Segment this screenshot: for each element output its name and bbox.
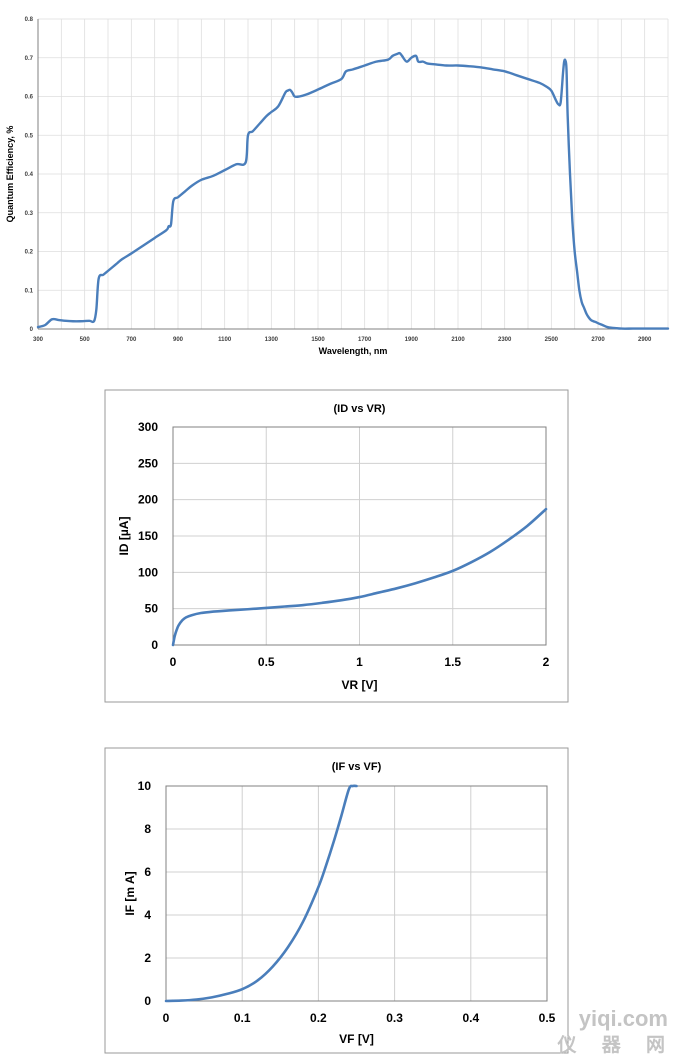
y-tick-label: 0.1 [25, 288, 34, 294]
x-tick-label: 2100 [451, 337, 465, 343]
y-tick-label: 2 [144, 951, 151, 965]
y-tick-label: 0 [144, 994, 151, 1008]
chart1-series-line [36, 51, 670, 330]
x-tick-label: 0.5 [539, 1011, 556, 1025]
x-tick-label: 2500 [545, 337, 559, 343]
y-tick-label: 0.3 [25, 211, 34, 217]
chart2-gridlines [172, 426, 547, 646]
y-tick-label: 0.7 [25, 56, 34, 62]
x-tick-label: 500 [80, 337, 91, 343]
y-tick-label: 300 [138, 420, 158, 434]
chart2-title: (ID vs VR) [334, 403, 386, 415]
x-tick-label: 1300 [265, 337, 279, 343]
chart3-frame [104, 747, 569, 1054]
x-tick-label: 0.4 [462, 1011, 479, 1025]
y-tick-label: 0.6 [25, 95, 34, 101]
chart3-tick-labels: 0 0.1 0.2 0.3 0.4 0.5 0 2 4 6 8 10 [138, 779, 556, 1025]
chart2-frame [104, 389, 569, 703]
x-tick-label: 1500 [311, 337, 325, 343]
chart2-tick-labels: 0 0.5 1 1.5 2 0 50 100 150 200 250 300 [138, 420, 550, 669]
y-tick-label: 0 [30, 327, 34, 333]
x-tick-label: 300 [33, 337, 44, 343]
chart2-y-axis-label: ID [µA] [117, 517, 131, 556]
x-tick-label: 2 [543, 655, 550, 669]
x-tick-label: 2700 [591, 337, 605, 343]
x-tick-label: 0.5 [258, 655, 275, 669]
watermark-site-text: 仪 器 网 [556, 1034, 675, 1056]
x-tick-label: 0 [170, 655, 177, 669]
x-tick-label: 900 [173, 337, 184, 343]
x-tick-label: 1 [356, 655, 363, 669]
chart1-gridlines [37, 18, 669, 330]
x-tick-label: 1900 [405, 337, 419, 343]
y-tick-label: 0.8 [25, 17, 34, 23]
x-tick-label: 0.3 [386, 1011, 403, 1025]
watermark-domain-text: yiqi.com [579, 1006, 668, 1031]
x-tick-label: 1700 [358, 337, 372, 343]
chart1-tick-labels: 300 500 700 900 1100 1300 1500 1700 1900 2100 2300… [25, 17, 652, 343]
x-tick-label: 0.2 [310, 1011, 327, 1025]
y-tick-label: 0 [151, 638, 158, 652]
chart3-title: (IF vs VF) [332, 761, 382, 773]
y-tick-label: 200 [138, 493, 158, 507]
y-tick-label: 0.4 [25, 172, 34, 178]
y-tick-label: 150 [138, 529, 158, 543]
chart1-y-axis-label: Quantum Efficiency, % [5, 126, 15, 223]
chart3-y-axis-label: IF [m A] [123, 871, 137, 915]
chart3-series-line [164, 784, 358, 1003]
x-tick-label: 1100 [218, 337, 232, 343]
x-tick-label: 700 [126, 337, 137, 343]
x-tick-label: 1.5 [444, 655, 461, 669]
y-tick-label: 8 [144, 822, 151, 836]
x-tick-label: 2300 [498, 337, 512, 343]
chart1-x-axis-label: Wavelength, nm [319, 346, 388, 356]
id-vs-vr-chart: 0 0.5 1 1.5 2 0 50 100 150 200 250 300 (ID vs VR) V… [117, 403, 550, 692]
x-tick-label: 0 [163, 1011, 170, 1025]
chart2-series-line [171, 507, 548, 647]
quantum-efficiency-chart: 300 500 700 900 1100 1300 1500 1700 1900 2100 2300… [5, 17, 670, 356]
y-tick-label: 4 [144, 908, 151, 922]
y-tick-label: 0.5 [25, 133, 34, 139]
y-tick-label: 100 [138, 565, 158, 579]
y-tick-label: 6 [144, 865, 151, 879]
y-tick-label: 0.2 [25, 250, 34, 256]
x-tick-label: 0.1 [234, 1011, 251, 1025]
chart2-x-axis-label: VR [V] [342, 678, 378, 692]
y-tick-label: 10 [138, 779, 152, 793]
if-vs-vf-chart: 0 0.1 0.2 0.3 0.4 0.5 0 2 4 6 8 10 (IF vs VF) VF [V… [123, 761, 556, 1046]
x-tick-label: 2900 [638, 337, 652, 343]
y-tick-label: 50 [145, 602, 159, 616]
y-tick-label: 250 [138, 456, 158, 470]
chart3-x-axis-label: VF [V] [339, 1032, 374, 1046]
